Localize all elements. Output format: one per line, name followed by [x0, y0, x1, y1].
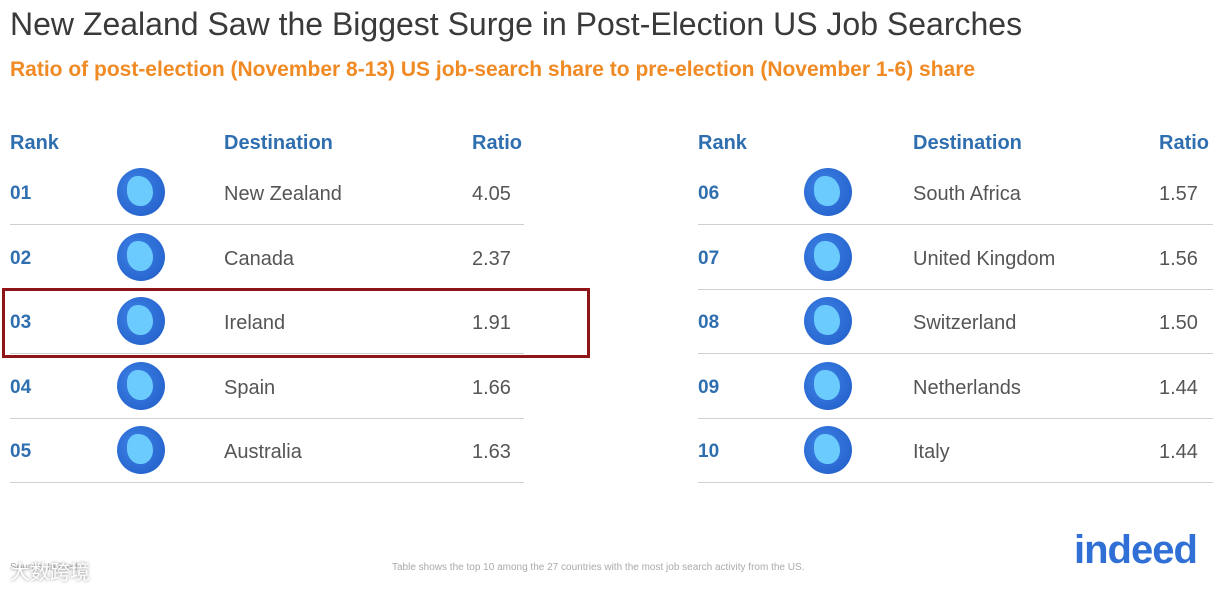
- rank-cell: 07: [698, 247, 720, 269]
- globe-icon: [804, 168, 852, 216]
- destination-cell: Ireland: [224, 312, 286, 334]
- header-rank: Rank: [10, 132, 59, 154]
- country-shape: [127, 176, 153, 206]
- row-divider: [10, 482, 524, 483]
- destination-cell: Netherlands: [913, 376, 1021, 399]
- header-destination: Destination: [224, 132, 333, 154]
- table-row: 03 Ireland 1.91: [10, 290, 524, 354]
- row-divider: [698, 353, 1213, 354]
- table-row: 07 United Kingdom 1.56: [698, 226, 1213, 290]
- highlight-box: [2, 288, 590, 358]
- country-shape: [814, 240, 840, 271]
- rank-cell: 05: [10, 441, 32, 462]
- table-row: 09 Netherlands 1.44: [698, 355, 1213, 419]
- country-shape: [814, 305, 840, 335]
- rank-cell: 08: [698, 312, 720, 333]
- globe-icon: [117, 426, 165, 474]
- footnote: Table shows the top 10 among the 27 coun…: [392, 562, 805, 573]
- globe-icon: [117, 297, 165, 345]
- rank-cell: 01: [10, 183, 32, 204]
- country-shape: [127, 369, 153, 400]
- ratio-cell: 1.91: [472, 312, 511, 334]
- destination-cell: Spain: [224, 376, 276, 399]
- country-shape: [127, 305, 153, 335]
- row-divider: [698, 288, 1213, 290]
- table-row: 01 New Zealand 4.05: [10, 161, 524, 225]
- ratio-cell: 2.37: [472, 247, 511, 270]
- header-rank: Rank: [698, 132, 747, 154]
- ratio-cell: 4.05: [472, 183, 511, 205]
- destination-cell: Switzerland: [913, 312, 1017, 334]
- destination-cell: Australia: [224, 441, 302, 463]
- source-note: Source: Indeed: [10, 562, 78, 573]
- ratio-cell: 1.44: [1159, 441, 1198, 463]
- indeed-logo: indeed: [1074, 528, 1198, 572]
- destination-cell: Canada: [224, 247, 295, 270]
- rank-cell: 04: [10, 376, 32, 398]
- rank-cell: 09: [698, 376, 720, 398]
- chart-title: New Zealand Saw the Biggest Surge in Pos…: [10, 6, 1023, 42]
- rank-cell: 06: [698, 183, 720, 204]
- globe-icon: [804, 297, 852, 345]
- destination-cell: New Zealand: [224, 183, 342, 205]
- row-divider: [10, 417, 524, 419]
- table-row: 04 Spain 1.66: [10, 355, 524, 419]
- watermark: 大数跨境: [10, 562, 90, 584]
- header-destination: Destination: [913, 132, 1022, 154]
- row-divider: [10, 224, 524, 225]
- ratio-cell: 1.66: [472, 376, 511, 399]
- rank-cell: 10: [698, 441, 720, 462]
- rank-cell: 03: [10, 312, 32, 333]
- table-row: 06 South Africa 1.57: [698, 161, 1213, 225]
- country-shape: [127, 240, 153, 271]
- ratio-cell: 1.63: [472, 441, 511, 463]
- table-row: 05 Australia 1.63: [10, 419, 524, 483]
- globe-icon: [117, 168, 165, 216]
- row-divider: [698, 417, 1213, 419]
- table-row: 08 Switzerland 1.50: [698, 290, 1213, 354]
- ratio-cell: 1.50: [1159, 312, 1198, 334]
- globe-icon: [117, 361, 165, 410]
- destination-cell: Italy: [913, 441, 950, 463]
- row-divider: [698, 482, 1213, 483]
- header-ratio: Ratio: [1159, 132, 1209, 154]
- row-divider: [10, 353, 524, 354]
- globe-icon: [804, 426, 852, 474]
- destination-cell: South Africa: [913, 183, 1021, 205]
- country-shape: [127, 434, 153, 464]
- row-divider: [698, 224, 1213, 225]
- destination-cell: United Kingdom: [913, 247, 1056, 270]
- ratio-cell: 1.44: [1159, 376, 1198, 399]
- ratio-cell: 1.56: [1159, 247, 1198, 270]
- header-ratio: Ratio: [472, 132, 522, 154]
- chart-subtitle: Ratio of post-election (November 8-13) U…: [10, 58, 976, 81]
- ratio-cell: 1.57: [1159, 183, 1198, 205]
- table-row: 10 Italy 1.44: [698, 419, 1213, 483]
- rank-cell: 02: [10, 247, 32, 269]
- globe-icon: [117, 232, 165, 281]
- globe-icon: [804, 232, 852, 281]
- country-shape: [814, 176, 840, 206]
- country-shape: [814, 369, 840, 400]
- country-shape: [814, 434, 840, 464]
- table-row: 02 Canada 2.37: [10, 226, 524, 290]
- globe-icon: [804, 361, 852, 410]
